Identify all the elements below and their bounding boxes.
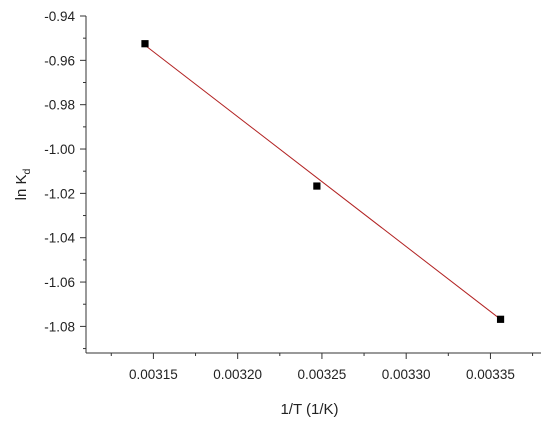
- data-point: [141, 40, 149, 48]
- data-point: [313, 182, 321, 190]
- x-tick-label: 0.00325: [298, 367, 347, 382]
- x-tick-label: 0.00335: [466, 367, 515, 382]
- y-tick-label: -0.96: [44, 53, 75, 68]
- y-tick-label: -1.06: [44, 275, 75, 290]
- linear-fit-line: [144, 44, 501, 320]
- y-tick-label: -1.02: [44, 186, 75, 201]
- y-axis: -0.94 -0.96 -0.98 -1.00 -1.02 -1.04 -1.06 -1.08: [44, 9, 86, 350]
- x-axis: 0.00315 0.00320 0.00325 0.00330 0.00335: [110, 353, 534, 382]
- x-tick-label: 0.00330: [382, 367, 431, 382]
- fit-line-group: [144, 44, 501, 320]
- y-tick-label: -1.08: [44, 319, 75, 334]
- x-axis-title: 1/T (1/K): [280, 401, 338, 418]
- data-point: [496, 315, 505, 323]
- data-points: [141, 40, 505, 323]
- y-axis-title: ln Kd: [13, 168, 33, 200]
- y-tick-label: -1.04: [44, 231, 75, 246]
- y-tick-label: -1.00: [44, 142, 75, 157]
- y-tick-label: -0.98: [44, 98, 75, 113]
- y-tick-label: -0.94: [44, 9, 75, 24]
- x-tick-label: 0.00315: [129, 367, 178, 382]
- y-axis-title-base: ln K: [13, 174, 30, 200]
- x-tick-label: 0.00320: [213, 367, 262, 382]
- y-axis-title-subscript: d: [21, 168, 33, 174]
- plot-frame: [85, 16, 541, 354]
